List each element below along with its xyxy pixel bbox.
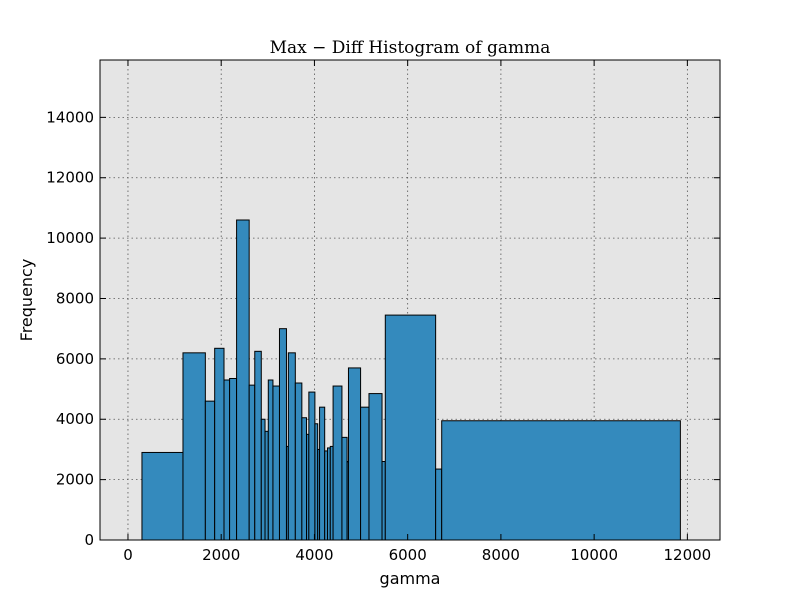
histogram-bar <box>294 382 303 541</box>
y-tick-label: 12000 <box>46 169 94 187</box>
x-tick-label: 0 <box>123 546 133 564</box>
histogram-bar <box>301 417 308 541</box>
histogram-bar <box>332 385 343 541</box>
ticks: 0 2000 4000 6000 8000 10000 12000 0 2000 4000 6000… <box>46 60 720 564</box>
histogram-bar <box>384 314 437 541</box>
histogram-bar <box>204 400 216 541</box>
histogram-bar <box>267 379 274 541</box>
grid-lines <box>100 60 720 541</box>
y-tick-label: 2000 <box>56 471 94 489</box>
histogram-bar <box>236 219 250 541</box>
x-axis-label: gamma <box>380 569 441 588</box>
histogram-bar <box>182 352 206 541</box>
histogram-bar <box>278 328 287 541</box>
histogram-bar <box>435 468 443 541</box>
x-tick-label: 12000 <box>664 546 712 564</box>
y-tick-label: 4000 <box>56 410 94 428</box>
y-tick-label: 6000 <box>56 350 94 368</box>
plot-frame <box>99 59 721 541</box>
histogram-bar <box>223 379 231 541</box>
histogram-bar <box>360 406 370 541</box>
y-axis-label: Frequency <box>17 259 36 342</box>
chart-title: Max − Diff Histogram of gamma <box>270 38 551 58</box>
bars <box>141 219 681 541</box>
y-tick-label: 8000 <box>56 289 94 307</box>
histogram-bar <box>214 347 225 541</box>
histogram-bar <box>319 406 326 541</box>
histogram-bar <box>287 352 296 541</box>
histogram-bar <box>272 385 280 541</box>
x-tick-label: 4000 <box>295 546 333 564</box>
y-tick-label: 0 <box>84 531 94 549</box>
histogram-bar <box>308 391 316 541</box>
x-tick-label: 2000 <box>202 546 240 564</box>
x-tick-label: 8000 <box>482 546 520 564</box>
histogram-bar <box>254 350 262 541</box>
histogram-bar <box>441 420 681 541</box>
x-tick-label: 6000 <box>389 546 427 564</box>
y-tick-label: 14000 <box>46 108 94 126</box>
x-tick-label: 10000 <box>570 546 618 564</box>
histogram-bar <box>341 436 348 541</box>
histogram-bar <box>141 451 184 541</box>
histogram-bar <box>347 367 362 541</box>
histogram-bar <box>260 418 266 541</box>
y-tick-label: 10000 <box>46 229 94 247</box>
histogram-bar <box>248 384 256 541</box>
histogram-bar <box>368 393 383 541</box>
histogram-bar <box>229 377 238 541</box>
